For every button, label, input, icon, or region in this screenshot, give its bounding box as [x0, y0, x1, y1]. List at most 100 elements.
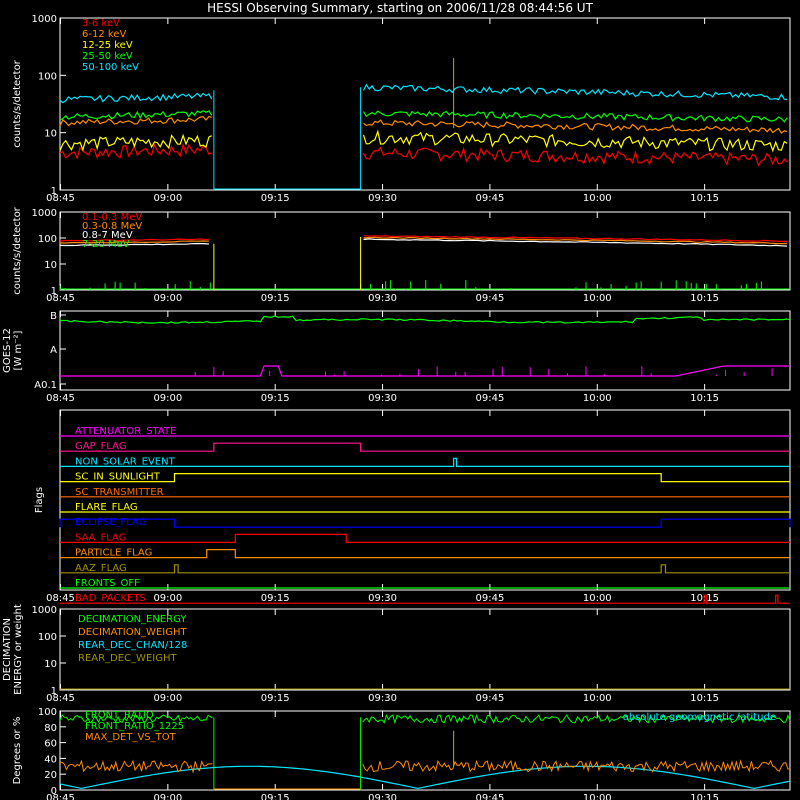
series-line-orange: [362, 759, 790, 773]
x-tick-label: 10:15: [690, 793, 719, 800]
y-tick-label: 40: [44, 754, 57, 765]
series-line-0.3-0.8-MeV: [59, 240, 209, 244]
legend-entry: 0.1-0.3 MeV: [82, 212, 142, 223]
legend-entry: 12-25 keV: [82, 40, 133, 51]
x-tick-label: 08:45: [46, 393, 75, 404]
panel-goes-frame: [59, 310, 791, 391]
y-tick-label: 10: [44, 659, 57, 670]
series-line-25-50-keV: [59, 109, 213, 121]
y-tick-label: 100: [38, 234, 57, 245]
y-tick-label: 20: [44, 770, 57, 781]
legend-entry: FRONT_RATIO_1225: [85, 721, 184, 732]
panel-rates-high-frame: [59, 211, 791, 291]
y-axis-label: counts/s/detector: [12, 206, 23, 294]
y-tick-label: 1: [51, 286, 57, 297]
series-line-orange: [60, 759, 213, 774]
flag-label: NON_SOLAR_EVENT: [75, 456, 176, 467]
x-tick-label: 10:00: [583, 793, 612, 800]
legend-entry: absolute geomagnetic latitude: [623, 712, 776, 723]
x-tick-label: 09:45: [475, 193, 504, 204]
series-group: [59, 235, 788, 290]
y-tick-label: 1000: [32, 605, 57, 616]
flag-label: BAD_PACKETS: [75, 593, 146, 604]
x-tick-label: 09:45: [475, 393, 504, 404]
flag-label: ECLIPSE_FLAG: [75, 517, 146, 528]
x-tick-label: 10:00: [583, 693, 612, 704]
flag-line: [60, 594, 790, 604]
series-line-12-25-keV: [59, 133, 212, 152]
series-line-green: [362, 713, 791, 725]
panel-decimation-frame: [59, 608, 791, 691]
legend-entry: 7-20 MeV: [82, 239, 130, 250]
series-line-0.8-7-MeV: [59, 242, 209, 247]
flag-label: ATTENUATOR_STATE: [75, 426, 176, 437]
x-tick-label: 09:00: [153, 293, 182, 304]
x-tick-label: 09:45: [475, 593, 504, 604]
series-line-6-12-keV: [363, 119, 788, 134]
flag-line: [60, 533, 790, 544]
x-tick-label: 08:45: [46, 293, 75, 304]
legend-entry: DECIMATION_WEIGHT: [78, 627, 187, 638]
y-tick-label: 80: [44, 723, 57, 734]
x-tick-label: 09:30: [368, 593, 397, 604]
y-tick-label: 10: [44, 129, 57, 140]
series-line-50-100-keV: [59, 92, 213, 104]
flag-label: SC_IN_SUNLIGHT: [75, 472, 161, 483]
x-tick-label: 09:15: [261, 793, 290, 800]
legend-entry: 0.3-0.8 MeV: [82, 221, 142, 232]
y-tick-label: 1: [51, 686, 57, 697]
series-line-6-12-keV: [59, 115, 212, 127]
flag-label: SAA_FLAG: [75, 532, 126, 543]
x-tick-label: 10:00: [583, 593, 612, 604]
y-axis-label: GOES-12: [2, 328, 13, 373]
y-tick-label: 100: [38, 71, 57, 82]
x-tick-label: 09:00: [153, 393, 182, 404]
x-tick-label: 10:00: [583, 393, 612, 404]
flag-line: [60, 457, 790, 467]
x-tick-label: 10:00: [583, 293, 612, 304]
y-tick-label: 10: [44, 260, 57, 271]
x-tick-label: 09:15: [261, 593, 290, 604]
legend-entry: 0.8-7 MeV: [82, 230, 133, 241]
series-line-0.1-0.3-MeV: [59, 238, 209, 242]
x-tick-label: 10:00: [583, 193, 612, 204]
y-axis-label: Flags: [34, 487, 45, 513]
x-tick-label: 09:30: [368, 693, 397, 704]
series-line-3-6-keV: [362, 146, 788, 167]
panel-flags-frame: [59, 409, 791, 591]
flag-label: GAP_FLAG: [75, 441, 127, 452]
y-axis-label: counts/s/detector: [12, 59, 23, 147]
series-line-0.1-0.3-MeV: [363, 235, 788, 242]
series-line-50-100-keV: [362, 83, 788, 101]
series-line-latitude: [59, 765, 791, 790]
x-tick-label: 09:15: [261, 393, 290, 404]
x-tick-label: 09:15: [261, 293, 290, 304]
series-line-3-6-keV: [59, 142, 212, 160]
x-tick-label: 08:45: [46, 593, 75, 604]
flag-label: SC_TRANSMITTER: [75, 487, 164, 498]
x-tick-label: 09:30: [368, 293, 397, 304]
x-tick-label: 08:45: [46, 693, 75, 704]
flag-line: [60, 548, 790, 559]
flag-line: [60, 442, 790, 452]
x-tick-label: 09:45: [475, 693, 504, 704]
x-tick-label: 09:15: [261, 693, 290, 704]
legend-entry: DECIMATION_ENERGY: [78, 614, 187, 625]
flag-label: FRONTS_OFF: [75, 578, 140, 589]
flag-label: FLARE_FLAG: [75, 502, 138, 513]
legend-entry: 3-6 keV: [82, 18, 120, 29]
series-line-0.3-0.8-MeV: [363, 236, 788, 245]
flag-line: [60, 473, 790, 483]
x-tick-label: 09:00: [153, 193, 182, 204]
series-line-goes-long: [59, 315, 791, 324]
x-tick-label: 10:15: [690, 693, 719, 704]
legend-entry: FRONT_RATIO: [85, 710, 154, 721]
y-tick-label: 1000: [32, 208, 57, 219]
y-tick-label: 60: [44, 739, 57, 750]
x-tick-label: 10:15: [690, 193, 719, 204]
x-tick-label: 09:45: [475, 793, 504, 800]
y-tick-label: 0: [51, 786, 57, 797]
panel-ratios-frame: [59, 710, 791, 791]
legend-entry: REAR_DEC_WEIGHT: [78, 653, 177, 664]
